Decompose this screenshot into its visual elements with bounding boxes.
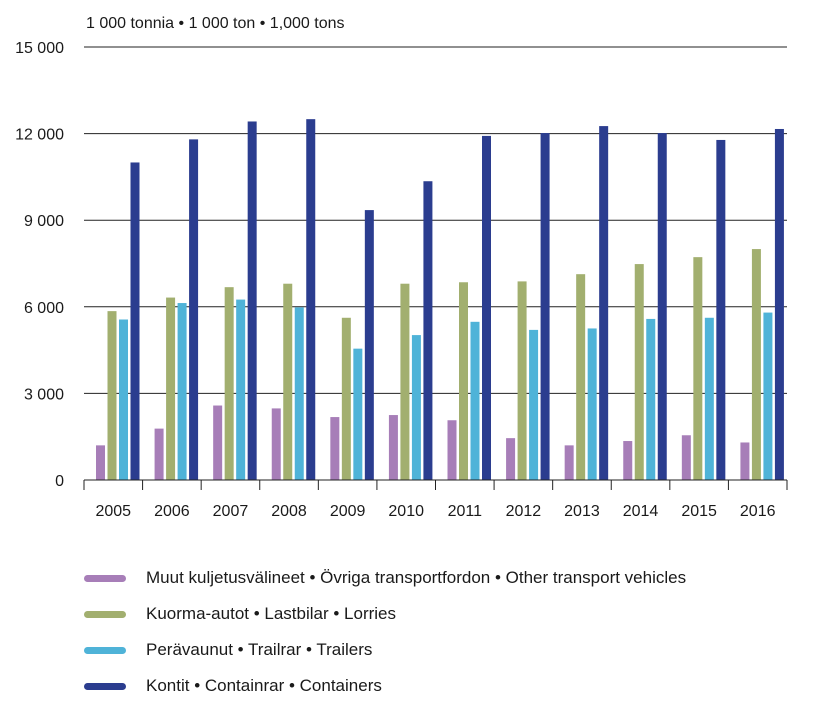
x-tick-label: 2014 — [623, 503, 659, 520]
legend-swatch-lorries — [84, 610, 126, 618]
bar-2011-series-1 — [459, 282, 468, 480]
x-tick-label: 2006 — [154, 503, 190, 520]
y-tick-label: 15 000 — [15, 40, 64, 57]
bar-2009-series-3 — [364, 210, 374, 480]
x-tick-label: 2007 — [213, 503, 249, 520]
bar-2007-series-0 — [213, 405, 223, 480]
x-tick-label: 2010 — [388, 503, 424, 520]
x-tick-label: 2016 — [740, 503, 776, 520]
bar-2009-series-0 — [330, 417, 340, 480]
bar-2015-series-1 — [693, 257, 703, 480]
y-tick-label: 0 — [55, 473, 64, 490]
legend-item-lorries: Kuorma-autot • Lastbilar • Lorries — [84, 596, 686, 632]
bar-2005-series-0 — [96, 445, 105, 480]
bar-2005-series-2 — [119, 319, 128, 480]
x-tick-label: 2013 — [564, 503, 600, 520]
legend-swatch-trailers — [84, 646, 126, 654]
bar-2010-series-3 — [423, 181, 433, 481]
legend-label-trailers: Perävaunut • Trailrar • Trailers — [146, 640, 373, 659]
legend-item-trailers: Perävaunut • Trailrar • Trailers — [84, 632, 686, 668]
bar-2015-series-2 — [704, 317, 714, 480]
legend-item-containers: Kontit • Containrar • Containers — [84, 668, 686, 704]
legend-label-containers: Kontit • Containrar • Containers — [146, 676, 382, 695]
legend-label-lorries: Kuorma-autot • Lastbilar • Lorries — [146, 604, 397, 623]
bar-2006-series-2 — [177, 303, 187, 480]
bar-2015-series-3 — [716, 139, 726, 480]
y-tick-label: 9 000 — [24, 213, 64, 230]
bar-2010-series-0 — [388, 415, 398, 480]
y-tick-label: 6 000 — [24, 300, 64, 317]
x-tick-label: 2009 — [330, 503, 366, 520]
x-tick-label: 2008 — [271, 503, 307, 520]
bar-2012-series-1 — [517, 281, 527, 480]
bar-2008-series-3 — [306, 119, 316, 481]
bar-2014-series-1 — [634, 264, 644, 480]
bar-2014-series-3 — [657, 133, 667, 481]
bar-2016-series-0 — [740, 442, 750, 480]
x-tick-label: 2005 — [95, 503, 131, 520]
bar-2006-series-1 — [166, 297, 176, 480]
x-tick-label: 2015 — [681, 503, 717, 520]
bar-2016-series-1 — [751, 249, 761, 480]
bar-2014-series-0 — [623, 441, 633, 480]
bar-2006-series-3 — [189, 139, 199, 480]
bar-2016-series-2 — [763, 312, 773, 480]
bar-2013-series-0 — [564, 445, 574, 480]
bar-2007-series-1 — [224, 287, 234, 480]
chart-legend: Muut kuljetusvälineet • Övriga transport… — [84, 560, 686, 704]
chart-plot: 1 000 tonnia • 1 000 ton • 1,000 tons 0 3… — [15, 15, 788, 520]
x-tick-label: 2011 — [448, 503, 483, 520]
bar-2012-series-2 — [529, 329, 539, 480]
bar-2005-series-3 — [130, 162, 140, 480]
bar-2011-series-0 — [447, 420, 457, 480]
legend-swatch-other-vehicles — [84, 574, 126, 582]
bar-2009-series-2 — [353, 348, 363, 480]
bar-2010-series-2 — [411, 335, 421, 480]
bar-2006-series-0 — [154, 428, 164, 480]
bar-2008-series-1 — [283, 283, 293, 480]
bar-2012-series-0 — [506, 438, 516, 480]
bar-2009-series-1 — [341, 317, 351, 480]
bar-2013-series-2 — [587, 328, 597, 480]
bar-2012-series-3 — [540, 133, 550, 481]
x-tick-label: 2012 — [506, 503, 542, 520]
bar-2011-series-3 — [482, 135, 491, 480]
bar-2008-series-0 — [271, 408, 281, 480]
legend-item-other-vehicles: Muut kuljetusvälineet • Övriga transport… — [84, 560, 686, 596]
bar-2007-series-2 — [236, 299, 246, 480]
bar-2010-series-1 — [400, 283, 410, 480]
bar-2008-series-2 — [294, 307, 304, 480]
legend-label-other-vehicles: Muut kuljetusvälineet • Övriga transport… — [146, 568, 687, 587]
bar-2007-series-3 — [247, 121, 257, 480]
bar-2015-series-0 — [681, 435, 691, 480]
y-tick-label: 3 000 — [24, 386, 64, 403]
bar-2016-series-3 — [774, 128, 784, 481]
bar-2011-series-2 — [470, 321, 480, 480]
bar-2005-series-1 — [107, 311, 117, 480]
y-tick-label: 12 000 — [15, 127, 64, 144]
bar-2013-series-1 — [576, 274, 586, 480]
bar-2014-series-2 — [646, 318, 656, 480]
bar-2013-series-3 — [599, 126, 609, 480]
legend-swatch-containers — [84, 682, 126, 690]
unit-label: 1 000 tonnia • 1 000 ton • 1,000 tons — [86, 15, 345, 32]
